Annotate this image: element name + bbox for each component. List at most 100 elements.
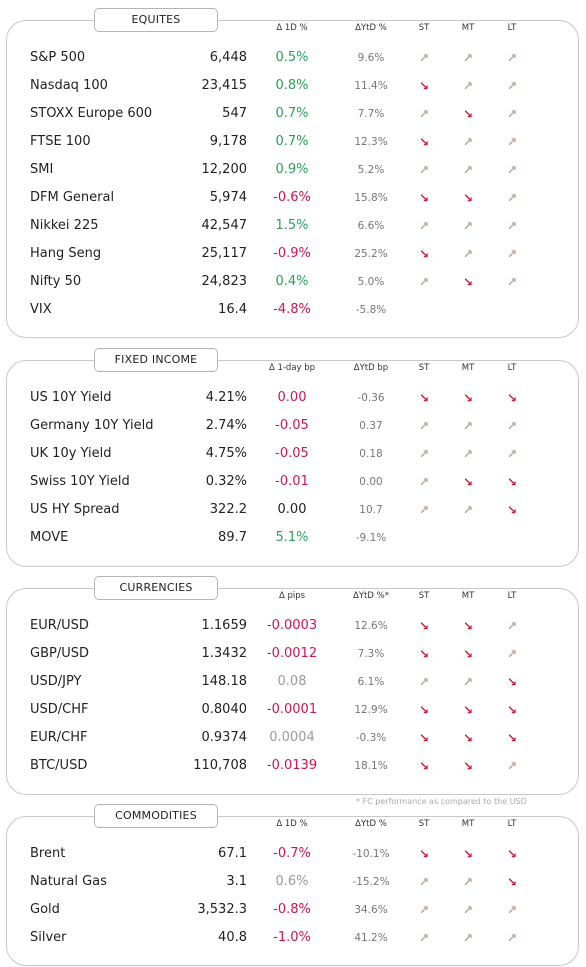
- instrument-value: 9,178: [209, 134, 247, 149]
- arrow-up-right-icon: ↗: [418, 447, 430, 461]
- daily-change: -0.7%: [273, 846, 311, 861]
- column-header: MT: [461, 23, 475, 33]
- table-row: Swiss 10Y Yield 0.32% -0.01 0.00 ↗ ↘ ↘: [0, 468, 586, 496]
- arrow-up-right-icon: ↗: [418, 107, 430, 121]
- arrow-up-right-icon: ↗: [506, 107, 518, 121]
- arrow-up-right-icon: ↗: [506, 79, 518, 93]
- instrument-name: UK 10y Yield: [30, 446, 112, 461]
- daily-change: 0.5%: [275, 50, 309, 65]
- instrument-name: Nifty 50: [30, 274, 82, 289]
- instrument-name: Nasdaq 100: [30, 78, 108, 93]
- arrow-down-right-icon: ↘: [418, 647, 430, 661]
- instrument-value: 42,547: [201, 218, 248, 233]
- arrow-up-right-icon: ↗: [506, 163, 518, 177]
- instrument-name: Germany 10Y Yield: [30, 418, 154, 433]
- instrument-name: Natural Gas: [30, 874, 107, 889]
- table-row: EUR/USD 1.1659 -0.0003 12.6% ↘ ↘ ↗: [0, 612, 586, 640]
- daily-change: 0.8%: [275, 78, 309, 93]
- ytd-change: 11.4%: [354, 80, 388, 92]
- column-header: ST: [418, 819, 430, 829]
- ytd-change: 34.6%: [354, 904, 388, 916]
- column-header: Δ 1D %: [276, 819, 308, 829]
- ytd-change: -0.36: [357, 392, 385, 404]
- table-row: UK 10y Yield 4.75% -0.05 0.18 ↗ ↗ ↗: [0, 440, 586, 468]
- arrow-down-right-icon: ↘: [418, 847, 430, 861]
- column-header: MT: [461, 591, 475, 601]
- daily-change: 0.0004: [269, 730, 315, 745]
- instrument-value: 6,448: [209, 50, 247, 65]
- arrow-up-right-icon: ↗: [506, 51, 518, 65]
- instrument-value: 25,117: [201, 246, 248, 261]
- arrow-up-right-icon: ↗: [462, 135, 474, 149]
- arrow-up-right-icon: ↗: [418, 219, 430, 233]
- instrument-value: 23,415: [201, 78, 248, 93]
- arrow-up-right-icon: ↗: [418, 275, 430, 289]
- daily-change: 0.00: [277, 390, 307, 405]
- daily-change: -0.05: [275, 418, 309, 433]
- table-row: S&P 500 6,448 0.5% 9.6% ↗ ↗ ↗: [0, 44, 586, 72]
- arrow-down-right-icon: ↘: [418, 619, 430, 633]
- arrow-up-right-icon: ↗: [462, 219, 474, 233]
- ytd-change: 6.1%: [357, 676, 385, 688]
- column-header: ST: [418, 591, 430, 601]
- arrow-down-right-icon: ↘: [506, 731, 518, 745]
- instrument-name: US HY Spread: [30, 502, 120, 517]
- arrow-up-right-icon: ↗: [462, 163, 474, 177]
- instrument-value: 40.8: [218, 930, 247, 945]
- column-header: MT: [461, 819, 475, 829]
- instrument-value: 322.2: [209, 502, 247, 517]
- daily-change: -0.05: [275, 446, 309, 461]
- arrow-up-right-icon: ↗: [418, 675, 430, 689]
- table-row: Brent 67.1 -0.7% -10.1% ↘ ↘ ↘: [0, 840, 586, 868]
- table-row: EUR/CHF 0.9374 0.0004 -0.3% ↘ ↘ ↘: [0, 724, 586, 752]
- arrow-up-right-icon: ↗: [418, 903, 430, 917]
- arrow-up-right-icon: ↗: [506, 447, 518, 461]
- arrow-up-right-icon: ↗: [462, 875, 474, 889]
- ytd-change: 10.7: [359, 504, 383, 516]
- arrow-up-right-icon: ↗: [418, 163, 430, 177]
- instrument-value: 4.21%: [205, 390, 247, 405]
- arrow-down-right-icon: ↘: [462, 731, 474, 745]
- ytd-change: 25.2%: [354, 248, 388, 260]
- arrow-down-right-icon: ↘: [462, 275, 474, 289]
- instrument-value: 0.8040: [201, 702, 248, 717]
- daily-change: 0.08: [277, 674, 307, 689]
- arrow-up-right-icon: ↗: [418, 475, 430, 489]
- arrow-up-right-icon: ↗: [506, 247, 518, 261]
- section-title: EQUITES: [94, 8, 218, 32]
- ytd-change: 7.7%: [357, 108, 385, 120]
- column-header: LT: [507, 23, 517, 33]
- arrow-down-right-icon: ↘: [506, 391, 518, 405]
- column-header: ΔYtD %*: [353, 591, 389, 601]
- arrow-up-right-icon: ↗: [506, 135, 518, 149]
- arrow-up-right-icon: ↗: [506, 647, 518, 661]
- daily-change: -1.0%: [273, 930, 311, 945]
- ytd-change: 7.3%: [357, 648, 385, 660]
- arrow-down-right-icon: ↘: [462, 647, 474, 661]
- table-row: Nikkei 225 42,547 1.5% 6.6% ↗ ↗ ↗: [0, 212, 586, 240]
- arrow-up-right-icon: ↗: [418, 875, 430, 889]
- daily-change: 0.00: [277, 502, 307, 517]
- column-header: LT: [507, 819, 517, 829]
- table-row: Silver 40.8 -1.0% 41.2% ↗ ↗ ↗: [0, 924, 586, 952]
- arrow-down-right-icon: ↘: [418, 391, 430, 405]
- ytd-change: 0.18: [359, 448, 383, 460]
- instrument-name: GBP/USD: [30, 646, 89, 661]
- instrument-value: 16.4: [218, 302, 247, 317]
- table-row: USD/JPY 148.18 0.08 6.1% ↗ ↗ ↘: [0, 668, 586, 696]
- arrow-down-right-icon: ↘: [462, 759, 474, 773]
- daily-change: -0.0001: [266, 702, 318, 717]
- column-header: ST: [418, 23, 430, 33]
- arrow-down-right-icon: ↘: [506, 847, 518, 861]
- arrow-down-right-icon: ↘: [462, 475, 474, 489]
- arrow-down-right-icon: ↘: [462, 191, 474, 205]
- instrument-value: 1.1659: [201, 618, 248, 633]
- column-header: LT: [507, 591, 517, 601]
- instrument-name: STOXX Europe 600: [30, 106, 153, 121]
- arrow-up-right-icon: ↗: [462, 247, 474, 261]
- arrow-up-right-icon: ↗: [462, 447, 474, 461]
- table-row: Germany 10Y Yield 2.74% -0.05 0.37 ↗ ↗ ↗: [0, 412, 586, 440]
- instrument-name: S&P 500: [30, 50, 86, 65]
- instrument-name: SMI: [30, 162, 54, 177]
- daily-change: -0.0012: [266, 646, 318, 661]
